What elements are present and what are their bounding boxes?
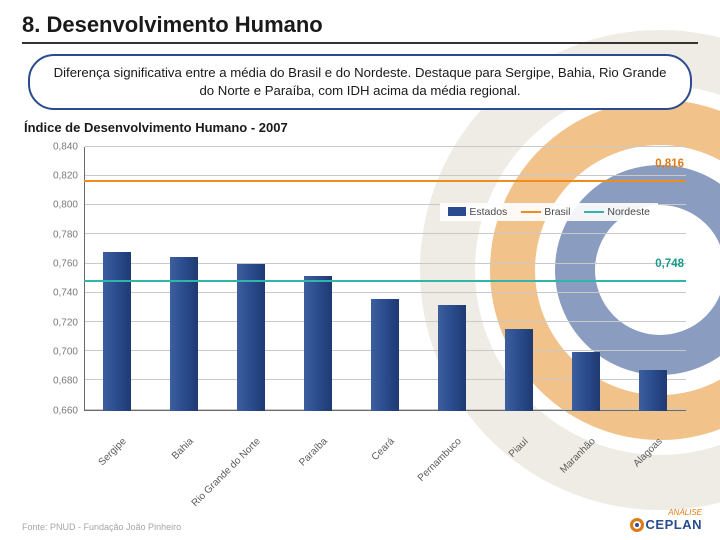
reference-line-nordeste — [84, 280, 686, 282]
y-tick-label: 0,760 — [22, 258, 78, 269]
idh-chart: 0,660 0,680 0,700 0,720 0,740 0,760 0,780 0,800… — [22, 139, 698, 449]
x-tick-label: Paraíba — [297, 436, 330, 469]
y-tick-label: 0,820 — [22, 170, 78, 181]
chart-plot-area: 0,816 0,748 — [84, 147, 686, 411]
x-tick-label: Alagoas — [631, 436, 664, 469]
reference-label-brasil: 0,816 — [655, 158, 684, 170]
logo-ring-icon — [630, 518, 644, 532]
legend-line-swatch-icon — [584, 211, 604, 213]
legend-item: Nordeste — [584, 206, 650, 218]
bar — [304, 276, 332, 411]
logo-main-text: CEPLAN — [646, 517, 702, 532]
y-tick-label: 0,700 — [22, 346, 78, 357]
y-tick-label: 0,840 — [22, 141, 78, 152]
legend-bar-swatch-icon — [448, 207, 466, 216]
bar — [572, 352, 600, 411]
bar — [103, 252, 131, 410]
x-tick-label: Bahia — [170, 436, 196, 462]
legend-item: Brasil — [521, 206, 570, 218]
legend-item: Estados — [448, 206, 507, 218]
y-tick-label: 0,740 — [22, 288, 78, 299]
source-footnote: Fonte: PNUD - Fundação João Pinheiro — [22, 522, 181, 532]
page-title: 8. Desenvolvimento Humano — [22, 12, 698, 44]
y-tick-label: 0,800 — [22, 200, 78, 211]
y-tick-label: 0,680 — [22, 376, 78, 387]
bar — [639, 370, 667, 411]
bar — [505, 329, 533, 411]
legend-label: Brasil — [541, 206, 570, 218]
bar — [371, 299, 399, 410]
x-tick-label: Rio Grande do Norte — [190, 436, 263, 509]
bar — [438, 305, 466, 411]
summary-callout: Diferença significativa entre a média do… — [28, 54, 692, 110]
bar — [237, 264, 265, 411]
legend-label: Nordeste — [604, 206, 650, 218]
x-tick-label: Maranhão — [558, 436, 598, 476]
ceplan-logo: ANÁLISE CEPLAN — [630, 510, 702, 534]
y-tick-label: 0,780 — [22, 229, 78, 240]
chart-title: Índice de Desenvolvimento Humano - 2007 — [24, 120, 698, 135]
x-tick-label: Piauí — [507, 436, 531, 460]
reference-line-brasil — [84, 180, 686, 182]
slide: 8. Desenvolvimento Humano Diferença sign… — [0, 0, 720, 540]
x-tick-label: Pernambuco — [416, 436, 464, 484]
y-tick-label: 0,660 — [22, 405, 78, 416]
chart-legend: Estados Brasil Nordeste — [440, 203, 658, 221]
x-tick-label: Ceará — [370, 436, 397, 463]
legend-label: Estados — [466, 206, 507, 218]
legend-line-swatch-icon — [521, 211, 541, 213]
logo-small-text: ANÁLISE — [630, 510, 702, 516]
reference-label-nordeste: 0,748 — [655, 258, 684, 270]
y-tick-label: 0,720 — [22, 317, 78, 328]
x-tick-label: Sergipe — [97, 436, 129, 468]
